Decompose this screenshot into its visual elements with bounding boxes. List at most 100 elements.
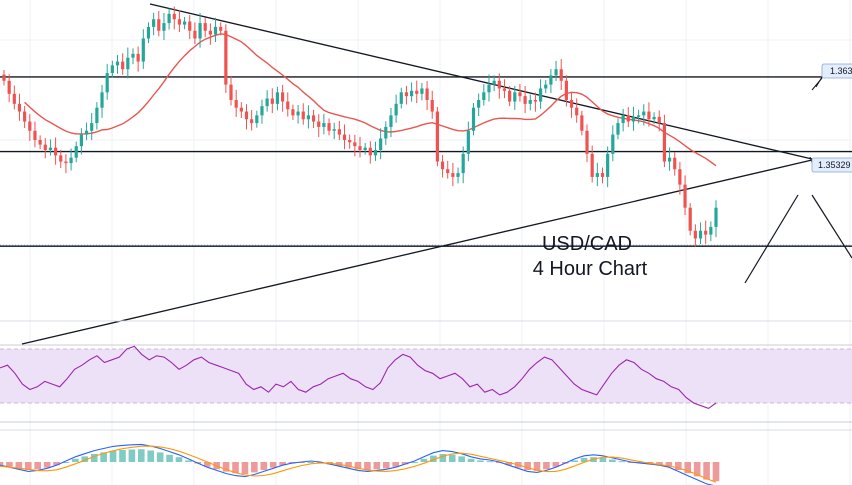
macd-histogram-bar <box>430 455 437 462</box>
candle-body <box>559 69 563 81</box>
macd-signal-line <box>0 445 717 483</box>
candle-body <box>518 92 522 97</box>
candle-body <box>327 123 331 131</box>
macd-histogram-bar <box>439 454 447 462</box>
candle-body <box>348 140 352 143</box>
macd-histogram-bar <box>307 462 315 463</box>
candle-body <box>317 121 321 127</box>
candle-body <box>74 146 78 158</box>
macd-histogram-bar <box>222 462 230 472</box>
candle-body <box>291 109 295 116</box>
candle-body <box>244 111 249 120</box>
rsi-pane <box>0 344 852 423</box>
candle-body <box>595 173 599 177</box>
candle-body <box>590 153 594 177</box>
candle-body <box>569 100 574 108</box>
chart-title-line2: 4 Hour Chart <box>533 258 648 280</box>
candles-group <box>2 6 718 247</box>
candle-body <box>95 107 99 124</box>
candle-body <box>115 61 120 66</box>
macd-histogram-bar <box>665 462 673 467</box>
candle-body <box>23 111 27 122</box>
macd-histogram-bar <box>411 462 418 463</box>
candle-body <box>523 96 527 104</box>
projection-down-leg <box>811 194 852 259</box>
candle-body <box>492 80 496 85</box>
candle-body <box>131 53 135 58</box>
macd-histogram-bar <box>203 462 211 467</box>
macd-pane <box>0 429 852 485</box>
candle-body <box>167 13 171 24</box>
candle-body <box>342 134 347 140</box>
candle-body <box>379 138 383 150</box>
candle-body <box>152 19 156 27</box>
candle-body <box>533 100 538 102</box>
macd-histogram-bar <box>345 462 352 468</box>
candle-body <box>172 13 176 20</box>
macd-histogram-bar <box>543 462 550 470</box>
candle-body <box>162 23 166 31</box>
candle-body <box>466 130 470 154</box>
candle-body <box>100 92 104 108</box>
candle-body <box>482 92 486 100</box>
candle-body <box>53 147 58 156</box>
macd-histogram-bar <box>260 462 268 470</box>
price-label-lower: 1.35329 <box>809 156 852 173</box>
price-label-lower-text: 1.35329 <box>818 160 851 170</box>
price-label-upper-leader <box>815 76 823 88</box>
candle-body <box>270 98 274 104</box>
candle-body <box>121 61 125 70</box>
candle-body <box>296 111 300 116</box>
macd-histogram-bar <box>684 462 692 474</box>
candle-body <box>64 161 68 164</box>
macd-histogram-bar <box>100 452 107 462</box>
candle-body <box>487 84 491 93</box>
candle-body <box>673 157 677 170</box>
candle-body <box>497 80 501 89</box>
candle-body <box>286 101 290 110</box>
candle-body <box>69 157 73 164</box>
candle-body <box>59 155 63 162</box>
candle-body <box>353 142 357 147</box>
macd-histogram-bar <box>382 462 390 469</box>
chart-title-line1: USD/CAD <box>542 233 632 255</box>
candle-body <box>337 129 341 135</box>
macd-histogram-bar <box>0 462 4 466</box>
macd-histogram-bar <box>15 462 23 469</box>
candle-body <box>647 111 651 120</box>
macd-histogram-bar <box>552 462 560 467</box>
candle-body <box>549 75 553 85</box>
candle-body <box>368 147 372 156</box>
candle-body <box>502 88 507 91</box>
candle-body <box>301 111 305 120</box>
candle-body <box>631 116 636 122</box>
macd-histogram-bar <box>571 460 578 462</box>
candle-body <box>704 230 708 235</box>
candle-body <box>33 130 37 140</box>
candle-body <box>193 30 197 39</box>
candle-body <box>177 19 182 25</box>
candle-body <box>652 116 656 120</box>
macd-histogram-bar <box>175 457 183 462</box>
candle-body <box>394 103 398 116</box>
macd-histogram-bar <box>166 454 173 462</box>
candle-body <box>611 134 615 154</box>
macd-histogram-bar <box>128 449 136 462</box>
candle-body <box>399 92 403 104</box>
macd-histogram-bar <box>109 450 117 462</box>
macd-histogram-bar <box>6 462 13 467</box>
candle-body <box>683 184 687 208</box>
macd-histogram-bar <box>81 456 89 462</box>
candle-body <box>678 169 682 185</box>
rsi-band <box>0 349 852 403</box>
candle-body <box>219 26 223 31</box>
candle-body <box>580 115 584 131</box>
candle-body <box>435 111 439 162</box>
candle-body <box>538 88 543 102</box>
candle-body <box>616 123 620 135</box>
macd-histogram-bar <box>354 462 362 470</box>
macd-histogram-bar <box>703 462 710 480</box>
candle-body <box>84 130 89 135</box>
candle-body <box>28 121 32 131</box>
